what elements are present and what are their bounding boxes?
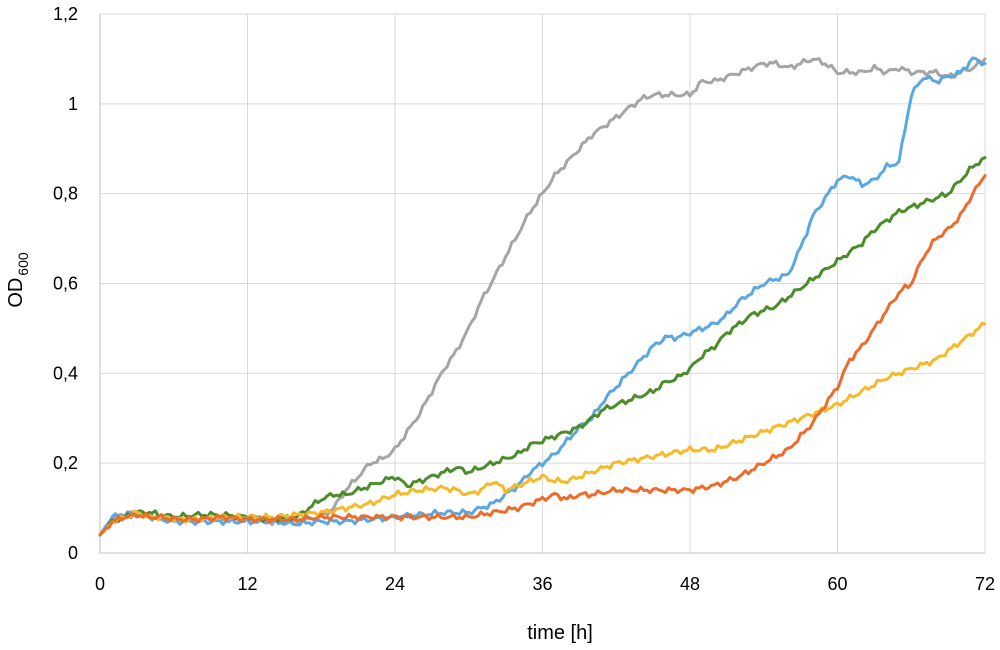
y-axis-title-subscript: 600 <box>15 252 31 276</box>
y-tick-label: 0,4 <box>53 363 78 383</box>
y-axis-title: OD 600 <box>5 252 31 308</box>
x-tick-label: 36 <box>532 574 552 594</box>
x-tick-label: 0 <box>95 574 105 594</box>
y-tick-label: 0,6 <box>53 274 78 294</box>
y-tick-label: 1,2 <box>53 4 78 24</box>
tick-labels: 0 0,2 0,4 0,6 0,8 1 1,2 0 12 24 36 48 60 72 <box>53 4 995 594</box>
x-tick-label: 12 <box>237 574 257 594</box>
y-tick-label: 0,2 <box>53 453 78 473</box>
y-tick-label: 1 <box>68 94 78 114</box>
x-axis-title: time [h] <box>527 622 593 644</box>
series-lines <box>98 56 987 537</box>
x-tick-label: 72 <box>975 574 995 594</box>
x-tick-label: 48 <box>680 574 700 594</box>
axes <box>99 14 985 554</box>
x-tick-label: 60 <box>827 574 847 594</box>
x-tick-label: 24 <box>385 574 405 594</box>
y-axis-title-main: OD <box>5 278 27 308</box>
y-tick-label: 0,8 <box>53 184 78 204</box>
series-line-5 <box>98 174 987 537</box>
grid-lines <box>100 13 986 553</box>
y-tick-label: 0 <box>68 543 78 563</box>
